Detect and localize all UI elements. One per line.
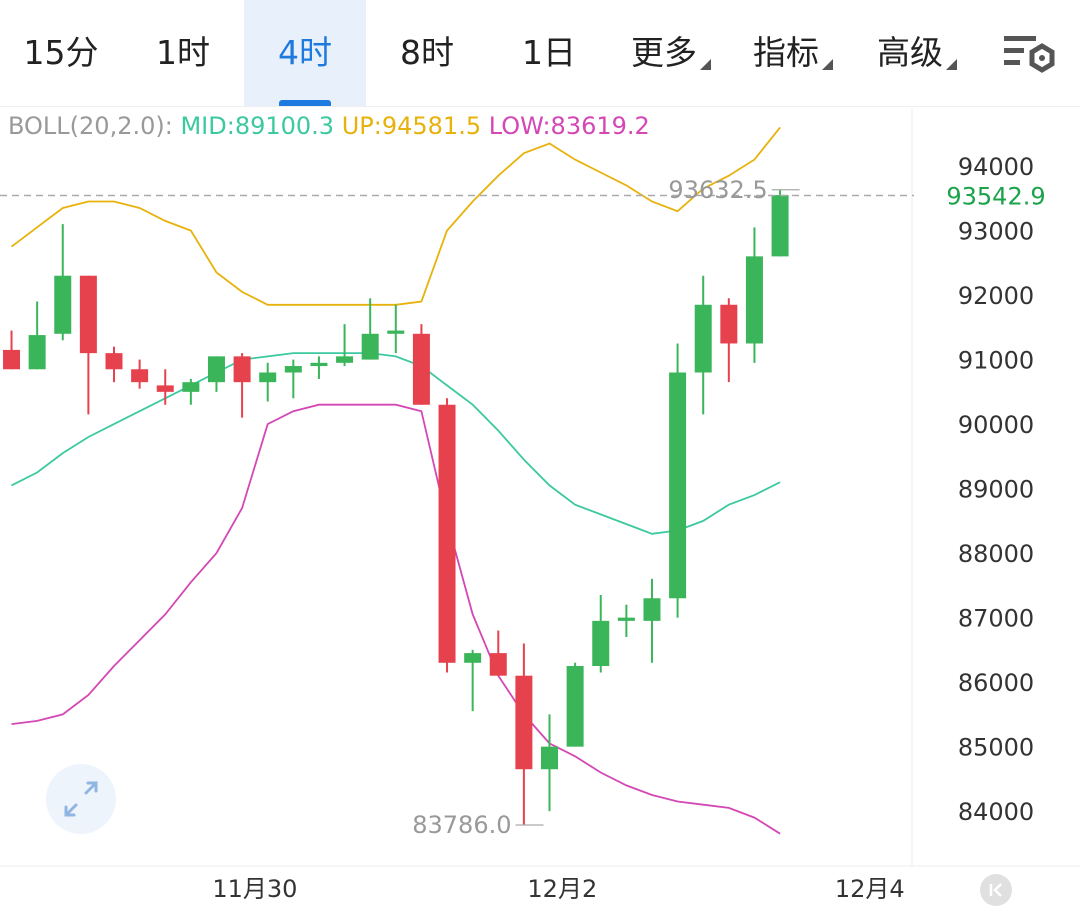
boll-legend-low: LOW:83619.2: [488, 112, 650, 140]
tab-label: 1日: [522, 33, 576, 72]
current-price-label: 93542.9: [946, 183, 1045, 211]
time-tick-label: 12月4: [835, 875, 905, 903]
tab-3[interactable]: 8时: [366, 0, 488, 106]
candle-body: [771, 195, 789, 257]
candle-body: [592, 620, 610, 667]
tab-4[interactable]: 1日: [488, 0, 610, 106]
time-tick-label: 11月30: [212, 875, 297, 903]
tab-label: 高级: [877, 33, 943, 72]
candle-body: [669, 372, 687, 599]
boll-legend-up: UP:94581.5: [341, 112, 482, 140]
candle-body: [464, 653, 482, 663]
candle-body: [387, 330, 405, 334]
price-tick-label: 90000: [958, 411, 1034, 439]
tab-label: 更多: [631, 33, 697, 72]
tab-label: 1时: [156, 33, 210, 72]
boll-mid-line: [11, 352, 781, 535]
candle-body: [207, 356, 225, 383]
max-price-label: 93632.5: [668, 176, 767, 204]
candle-body: [156, 385, 174, 392]
candle-body: [541, 746, 559, 770]
boll-up-line: [10, 126, 781, 306]
tab-label: 15分: [23, 33, 99, 72]
tab-2[interactable]: 4时: [244, 0, 366, 106]
tab-6[interactable]: 指标: [732, 0, 854, 106]
price-tick-label: 89000: [958, 476, 1034, 504]
candle-body: [361, 333, 379, 360]
candle-body: [310, 362, 328, 367]
candle-body: [617, 617, 635, 621]
time-tick-label: 12月2: [527, 875, 597, 903]
dropdown-triangle-icon: [946, 59, 957, 70]
price-tick-label: 93000: [958, 218, 1034, 246]
chart-settings-icon[interactable]: [1002, 32, 1058, 76]
candle-body: [643, 598, 661, 621]
tabs-divider: [0, 106, 1080, 107]
timeframe-tabs: 15分 1时 4时 8时 1日 更多 指标 高级: [0, 0, 1080, 106]
candle-body: [259, 372, 277, 383]
candle-body: [438, 404, 456, 663]
boll-legend-name: BOLL(20,2.0):: [8, 112, 173, 140]
tab-5[interactable]: 更多: [610, 0, 732, 106]
boll-legend: BOLL(20,2.0): MID:89100.3 UP:94581.5 LOW…: [8, 112, 650, 140]
boll-low-line: [11, 403, 781, 835]
expand-arrows-icon[interactable]: [46, 764, 116, 834]
candle-body: [3, 349, 21, 370]
candle-body: [54, 275, 72, 334]
price-tick-label: 84000: [958, 798, 1034, 826]
tab-1[interactable]: 1时: [122, 0, 244, 106]
boll-legend-mid: MID:89100.3: [180, 112, 335, 140]
tab-0[interactable]: 15分: [0, 0, 122, 106]
price-tick-label: 94000: [958, 153, 1034, 181]
candle-body: [694, 304, 712, 373]
tab-label: 8时: [400, 33, 454, 72]
tab-7[interactable]: 高级: [854, 0, 980, 106]
candle-body: [105, 353, 123, 370]
min-price-label: 83786.0: [412, 811, 511, 839]
current-price-label-bg: [914, 179, 1080, 212]
candle-body: [182, 382, 200, 392]
collapse-arrow-icon[interactable]: [980, 874, 1012, 906]
candle-body: [489, 653, 507, 676]
candle-body: [233, 356, 251, 383]
price-tick-label: 87000: [958, 605, 1034, 633]
price-tick-label: 85000: [958, 734, 1034, 762]
candle-body: [412, 333, 430, 405]
candle-body: [79, 275, 97, 354]
candle-body: [28, 335, 46, 370]
candle-body: [745, 256, 763, 344]
candle-body: [284, 366, 302, 373]
candle-body: [131, 369, 149, 383]
price-tick-label: 92000: [958, 282, 1034, 310]
candle-body: [720, 304, 738, 344]
price-tick-label: 91000: [958, 347, 1034, 375]
tab-label: 4时: [278, 33, 332, 72]
dropdown-triangle-icon: [700, 59, 711, 70]
tab-label: 指标: [753, 33, 819, 72]
price-tick-label: 88000: [958, 540, 1034, 568]
dropdown-triangle-icon: [822, 59, 833, 70]
candle-body: [515, 675, 533, 770]
candle-body: [336, 356, 354, 363]
candle-body: [566, 666, 584, 747]
price-tick-label: 86000: [958, 669, 1034, 697]
active-tab-indicator: [279, 100, 331, 106]
